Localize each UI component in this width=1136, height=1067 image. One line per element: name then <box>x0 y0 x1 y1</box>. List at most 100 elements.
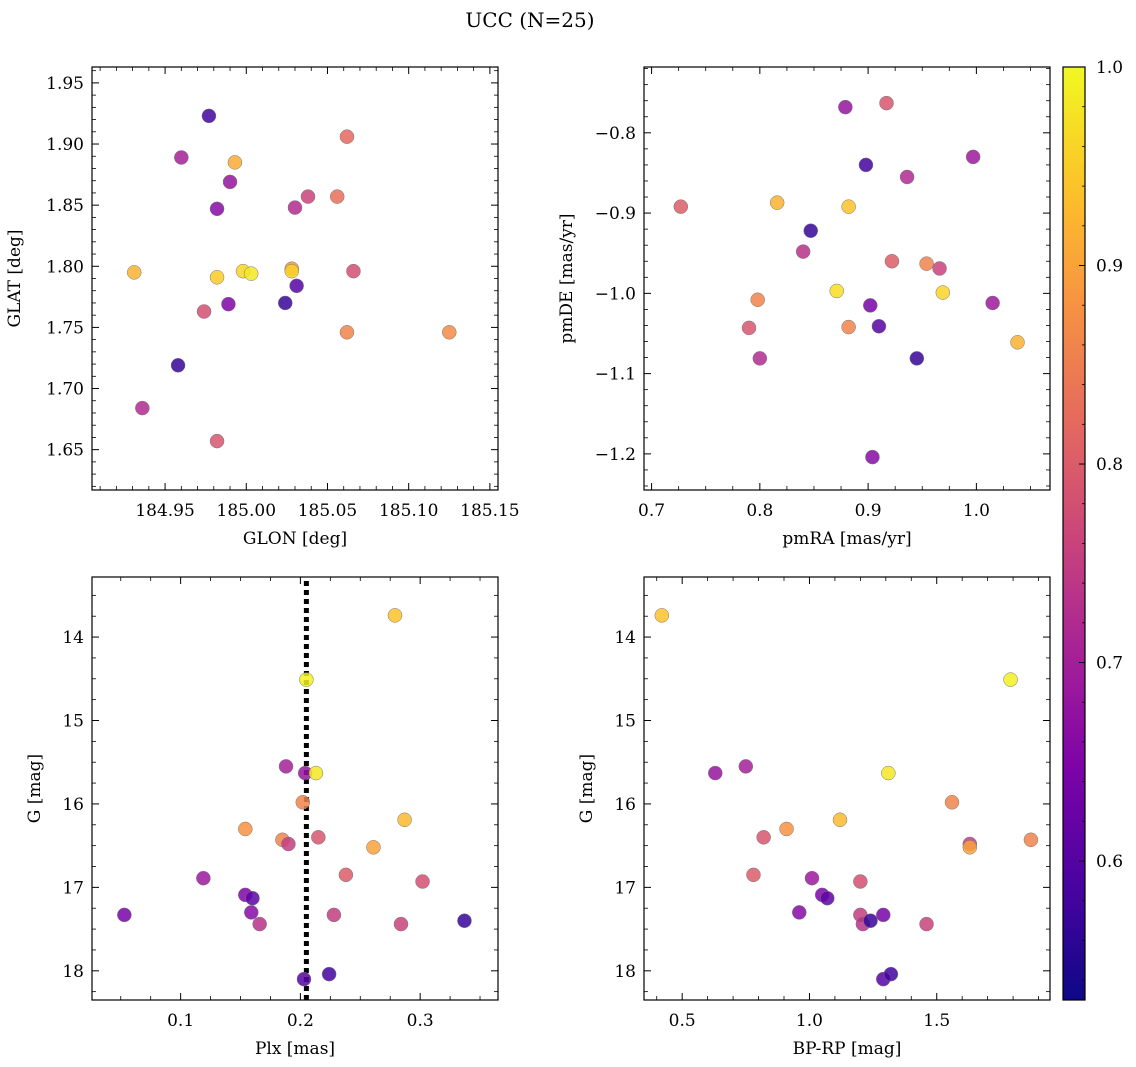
data-point <box>883 966 899 982</box>
y-tick-label: 15 <box>614 712 636 732</box>
data-point <box>339 325 355 340</box>
data-point <box>769 195 785 210</box>
data-point <box>311 830 326 845</box>
data-point <box>243 266 259 281</box>
y-tick-label: 17 <box>614 878 636 898</box>
y-tick-label: 1.85 <box>46 196 84 216</box>
data-point <box>985 295 1000 311</box>
colorbar-tick-label: 0.7 <box>1096 654 1123 674</box>
y-tick-label: 16 <box>62 795 84 815</box>
colorbar-tick-label: 1.0 <box>1096 58 1123 78</box>
x-tick-label: 185.05 <box>298 501 357 521</box>
data-point <box>117 907 132 923</box>
data-point <box>1023 832 1039 848</box>
x-tick-label: 184.95 <box>135 501 194 521</box>
data-point <box>196 304 212 319</box>
panel-glon-glat: 184.95 185.00 185.05 185.10 185.15 1.65 1.70 1.… <box>5 66 520 549</box>
data-point <box>346 263 361 279</box>
data-point <box>919 256 934 271</box>
scatter-points <box>117 608 472 987</box>
data-point <box>278 295 293 311</box>
x-tick-label: 1.5 <box>923 1011 950 1031</box>
axes-frame <box>643 576 1051 1001</box>
axes-frame <box>91 576 499 1001</box>
x-tick-label: 185.15 <box>460 501 519 521</box>
y-tick-label: −0.9 <box>595 204 636 224</box>
data-point <box>126 265 142 280</box>
data-point <box>366 840 381 855</box>
data-point <box>803 223 818 238</box>
data-point <box>965 149 981 165</box>
y-tick-label: −1.1 <box>595 365 636 385</box>
data-point <box>820 890 835 906</box>
data-point <box>708 765 723 781</box>
data-point <box>387 608 403 623</box>
data-point <box>792 905 807 920</box>
data-point <box>881 765 896 781</box>
x-tick-label: 0.2 <box>287 1011 314 1031</box>
colorbar-tick-label: 0.9 <box>1096 257 1123 277</box>
x-axis-label: Plx [mas] <box>255 1039 335 1059</box>
data-point <box>841 199 856 214</box>
data-point <box>227 155 243 170</box>
y-tick-label: 1.65 <box>46 441 84 461</box>
data-point <box>1003 672 1018 687</box>
data-point <box>756 830 771 845</box>
data-point <box>879 95 894 111</box>
x-tick-label: 1.0 <box>796 1011 823 1031</box>
data-point <box>442 325 457 340</box>
data-point <box>457 913 472 928</box>
x-tick-label: 0.7 <box>638 501 665 521</box>
colorbar-tick-label: 0.6 <box>1096 852 1123 872</box>
y-tick-label: 17 <box>62 878 84 898</box>
data-point <box>397 812 412 828</box>
data-point <box>308 765 324 781</box>
y-tick-label: −1.0 <box>595 284 636 304</box>
data-point <box>944 795 960 810</box>
x-tick-label: 1.0 <box>963 501 990 521</box>
data-point <box>326 907 342 923</box>
data-point <box>932 261 947 276</box>
data-point <box>329 189 345 204</box>
y-axis-label: GLAT [deg] <box>5 229 25 327</box>
y-tick-label: −0.8 <box>595 124 636 144</box>
y-axis-label: pmDE [mas/yr] <box>557 213 577 343</box>
data-point <box>865 449 880 465</box>
data-point <box>289 278 304 294</box>
data-point <box>393 916 409 932</box>
data-point <box>321 966 337 982</box>
data-point <box>339 129 355 144</box>
data-point <box>287 200 303 215</box>
data-point <box>673 199 689 214</box>
axes-frame <box>91 66 499 491</box>
data-point <box>829 283 844 299</box>
data-point <box>750 292 765 308</box>
x-tick-label: 0.5 <box>669 1011 696 1031</box>
y-tick-label: 1.70 <box>46 380 84 400</box>
data-point <box>296 971 312 987</box>
data-point <box>841 319 856 335</box>
y-tick-label: 14 <box>62 628 84 648</box>
x-tick-label: 0.9 <box>855 501 882 521</box>
colorbar: 0.6 0.7 0.8 0.9 1.0 <box>1062 58 1123 1001</box>
colorbar-gradient <box>1062 66 1086 1001</box>
data-point <box>853 874 868 889</box>
data-point <box>962 840 978 855</box>
y-tick-label: 18 <box>62 962 84 982</box>
data-point <box>299 672 314 687</box>
data-point <box>876 907 891 923</box>
data-point <box>278 759 294 774</box>
x-axis-label: BP-RP [mag] <box>793 1039 902 1059</box>
data-point <box>738 759 754 774</box>
data-point <box>244 905 259 920</box>
data-point <box>838 99 853 115</box>
x-axis-label: GLON [deg] <box>243 529 347 549</box>
data-point <box>300 189 316 204</box>
data-point <box>221 296 236 312</box>
figure-title: UCC (N=25) <box>465 8 594 32</box>
panel-bprp-g: 0.5 1.0 1.5 14 15 16 17 18 BP-RP [mag] G [mag] <box>577 576 1051 1059</box>
data-point <box>779 821 794 837</box>
data-point <box>909 351 925 366</box>
x-tick-label: 185.00 <box>217 501 276 521</box>
